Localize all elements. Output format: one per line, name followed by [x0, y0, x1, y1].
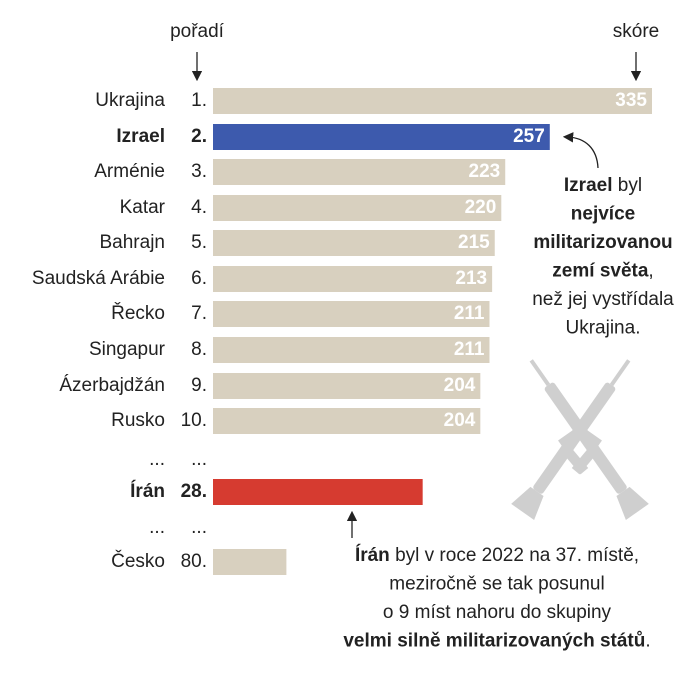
annotation-text: Izrael — [564, 175, 613, 196]
rank-label: 10. — [181, 410, 207, 431]
category-label: Řecko — [111, 302, 165, 324]
bar — [213, 159, 506, 185]
annotation-text: meziročně se tak posunul — [389, 574, 604, 595]
rank-label: ... — [191, 449, 207, 470]
annotation-line: meziročně se tak posunul — [389, 574, 604, 595]
annotation-line: nejvíce — [571, 204, 635, 225]
annotation-line: zemí světa, — [552, 261, 653, 282]
rank-label: 9. — [191, 375, 207, 396]
annotation-text: militarizovanou — [533, 232, 672, 253]
value-header: skóre — [613, 21, 659, 42]
category-label: Saudská Arábie — [32, 268, 165, 289]
category-label: Izrael — [116, 126, 165, 147]
bar — [213, 549, 287, 575]
value-label: 211 — [454, 303, 485, 324]
value-label: 211 — [454, 339, 485, 360]
value-label: 335 — [615, 90, 647, 111]
rank-label: 28. — [181, 481, 207, 502]
annotation-text: byl v roce 2022 na 37. místě, — [390, 545, 639, 566]
annotation-line: o 9 míst nahoru do skupiny — [383, 602, 612, 623]
annotation-text: , — [648, 261, 653, 282]
bar — [213, 479, 423, 505]
value-label: 220 — [465, 197, 497, 218]
annotation-text: než jej vystřídala — [532, 289, 674, 310]
annotation-line: než jej vystřídala — [532, 289, 674, 310]
category-label: Singapur — [89, 339, 166, 360]
annotation-text: Írán — [355, 544, 390, 566]
category-label: Ukrajina — [95, 90, 165, 111]
category-label: Katar — [120, 197, 166, 218]
category-label: ... — [149, 449, 165, 470]
rank-label: 3. — [191, 161, 207, 182]
category-label: Bahrajn — [100, 232, 166, 253]
category-label: Ázerbajdžán — [59, 375, 165, 396]
rank-label: 1. — [191, 90, 207, 111]
annotation-text: zemí světa — [552, 261, 649, 282]
value-label: 213 — [455, 268, 487, 289]
category-label: ... — [149, 517, 165, 538]
annotation-text: byl — [613, 175, 643, 196]
bar — [213, 266, 493, 292]
rank-header: pořadí — [170, 21, 225, 42]
rank-label: 8. — [191, 339, 207, 360]
annotation-text: . — [645, 631, 650, 652]
rifles-icon — [511, 359, 649, 520]
value-label: 204 — [444, 410, 476, 431]
bar — [213, 124, 550, 150]
annotation-line: Írán byl v roce 2022 na 37. místě, — [355, 544, 639, 566]
annotation-text: velmi silně militarizovaných států — [343, 631, 645, 652]
value-label: 215 — [458, 232, 490, 253]
category-label: Arménie — [94, 161, 165, 182]
annotation-line: velmi silně militarizovaných států. — [343, 631, 650, 652]
value-label: 204 — [444, 375, 476, 396]
annotation-line: militarizovanou — [533, 232, 672, 253]
value-label: 257 — [513, 126, 545, 147]
rank-label: 5. — [191, 232, 207, 253]
rank-label: ... — [191, 517, 207, 538]
category-label: Írán — [130, 480, 165, 502]
rank-label: 7. — [191, 303, 207, 324]
bar — [213, 195, 502, 221]
bar — [213, 88, 652, 114]
annotation-text: o 9 míst nahoru do skupiny — [383, 602, 612, 623]
bar — [213, 373, 481, 399]
annotation-text: Ukrajina. — [566, 318, 641, 339]
arrow — [562, 132, 599, 169]
category-label: Česko — [111, 550, 165, 572]
annotation-text: nejvíce — [571, 204, 635, 225]
annotation-line: Izrael byl — [564, 175, 642, 196]
annotation-line: Ukrajina. — [566, 318, 641, 339]
rank-label: 6. — [191, 268, 207, 289]
rank-label: 80. — [181, 551, 207, 572]
value-label: 223 — [469, 161, 501, 182]
bar — [213, 301, 490, 327]
bar — [213, 408, 481, 434]
bar — [213, 337, 490, 363]
category-label: Rusko — [111, 410, 165, 431]
rank-label: 4. — [191, 197, 207, 218]
rank-label: 2. — [191, 126, 207, 147]
bar — [213, 230, 495, 256]
